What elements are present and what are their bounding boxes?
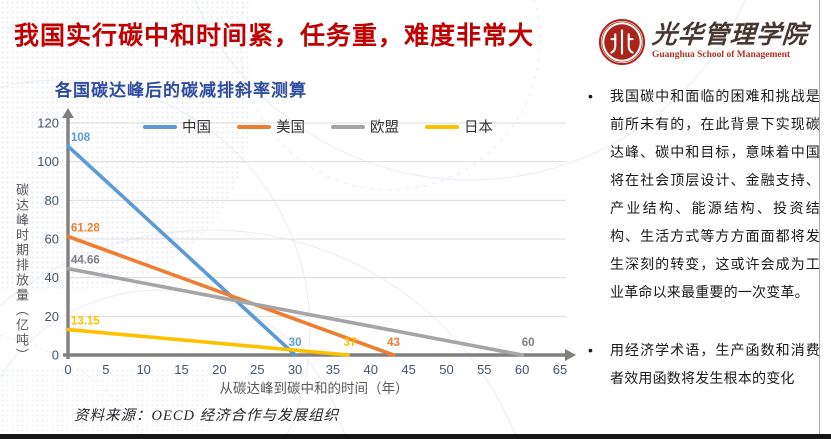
legend-label: 日本 [464,120,493,136]
svg-text:30: 30 [288,362,302,377]
legend-item-china: 中国 [143,116,211,137]
svg-text:61.28: 61.28 [71,223,100,235]
pku-seal-icon [598,18,646,66]
legend-item-japan: 日本 [425,116,493,137]
svg-text:50: 50 [439,362,453,377]
svg-text:25: 25 [250,362,264,377]
svg-text:0: 0 [52,348,59,363]
svg-text:15: 15 [174,362,188,377]
svg-text:108: 108 [71,132,91,144]
svg-text:120: 120 [37,116,59,131]
svg-text:60: 60 [45,232,59,247]
svg-text:0: 0 [64,362,71,377]
svg-text:55: 55 [477,362,491,377]
svg-text:10: 10 [136,362,150,377]
line-chart: 0 5 10 15 20 25 30 35 40 45 50 55 60 65 0 20 40 60 80 100 12… [37,108,576,377]
legend-swatch-japan [425,124,459,129]
bullet-list: • 我国碳中和面临的困难和挑战是前所未有的，在此背景下实现碳达峰、碳中和目标，意… [588,82,820,422]
bullet-dot: • [588,342,593,358]
legend-label: 中国 [182,120,211,136]
bullet-dot: • [588,88,593,104]
slide-right-edge [819,0,820,434]
chart-legend: 中国 美国 欧盟 日本 [70,116,566,137]
svg-text:35: 35 [326,362,340,377]
logo-text-en: Guanghua School of Management [652,50,791,61]
svg-text:45: 45 [401,362,415,377]
svg-text:60: 60 [515,362,529,377]
svg-text:43: 43 [387,337,400,349]
svg-text:13.15: 13.15 [71,316,100,328]
legend-swatch-eu [331,124,365,129]
legend-item-usa: 美国 [237,116,305,137]
svg-text:80: 80 [45,193,59,208]
svg-text:40: 40 [364,362,378,377]
guanghua-logo: 光华管理学院 Guanghua School of Management [598,16,823,68]
legend-swatch-china [143,124,177,129]
logo-text-cn: 光华管理学院 [651,22,809,50]
legend-swatch-usa [237,124,271,129]
svg-text:44.66: 44.66 [71,255,100,267]
bullet-text: 用经济学术语，生产函数和消费者效用函数将发生根本的变化 [610,342,820,386]
svg-text:37: 37 [344,337,357,349]
svg-text:30: 30 [289,337,302,349]
source-note: 资料来源：OECD 经济合作与发展组织 [74,408,340,424]
svg-text:20: 20 [212,362,226,377]
bullet-text: 我国碳中和面临的困难和挑战是前所未有的，在此背景下实现碳达峰、碳中和目标，意味着… [610,88,820,300]
svg-text:65: 65 [553,362,567,377]
svg-text:60: 60 [522,337,535,349]
bullet-item: • 我国碳中和面临的困难和挑战是前所未有的，在此背景下实现碳达峰、碳中和目标，意… [588,82,820,306]
x-axis-label: 从碳达峰到碳中和的时间（年） [219,381,409,396]
legend-label: 美国 [276,120,305,136]
bullet-item: • 用经济学术语，生产函数和消费者效用函数将发生根本的变化 [588,336,820,392]
svg-text:100: 100 [37,154,59,169]
legend-label: 欧盟 [370,120,399,136]
y-axis-label: 碳达峰时期排放量（亿吨） [14,183,29,363]
svg-text:40: 40 [45,270,59,285]
svg-text:5: 5 [102,362,109,377]
chart-title: 各国碳达峰后的碳减排斜率测算 [55,81,307,100]
page-title: 我国实行碳中和时间紧，任务重，难度非常大 [14,22,535,50]
legend-item-eu: 欧盟 [331,116,399,137]
svg-text:20: 20 [45,309,59,324]
